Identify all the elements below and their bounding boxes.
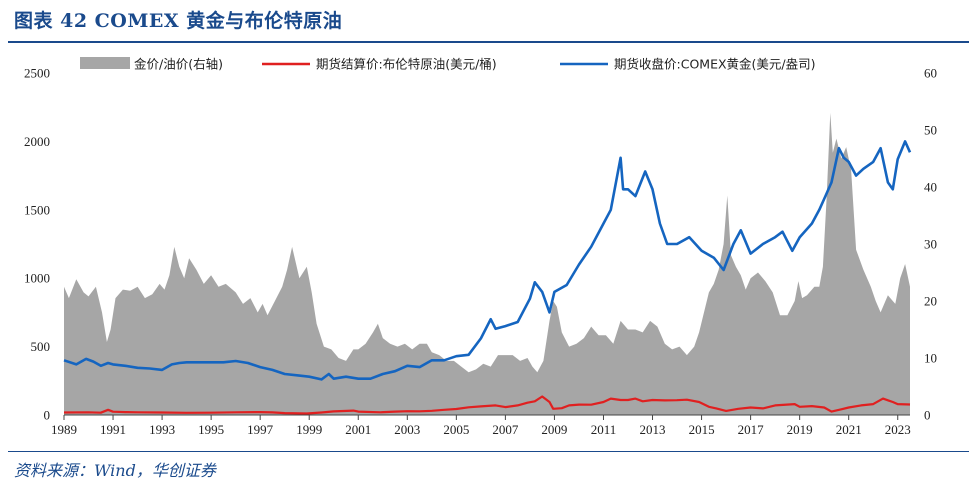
x-tick-label: 2021 — [836, 422, 862, 437]
x-tick-label: 1997 — [247, 422, 274, 437]
x-tick-label: 2011 — [591, 422, 617, 437]
x-tick-label: 2005 — [443, 422, 469, 437]
x-tick-label: 1991 — [100, 422, 126, 437]
x-tick-label: 2023 — [885, 422, 911, 437]
x-tick-label: 2003 — [394, 422, 420, 437]
y-right-tick-label: 20 — [924, 294, 937, 309]
y-left-tick-label: 1000 — [24, 271, 50, 286]
x-tick-label: 1995 — [198, 422, 224, 437]
legend: 金价/油价(右轴) 期货结算价:布伦特原油(美元/桶) 期货收盘价:COMEX黄金(… — [80, 57, 816, 72]
x-tick-label: 2015 — [689, 422, 715, 437]
x-tick-label: 2013 — [640, 422, 666, 437]
y-right-tick-label: 60 — [924, 66, 937, 81]
title-underline — [8, 41, 969, 43]
price-line-layer — [63, 140, 912, 415]
series-line-brent-oil — [63, 395, 911, 415]
y-left-tick-label: 1500 — [24, 202, 50, 217]
legend-swatch-ratio — [80, 57, 130, 69]
x-tick-label: 2007 — [492, 422, 519, 437]
legend-label: 金价/油价(右轴) — [134, 57, 223, 72]
source-note: 资料来源：Wind，华创证券 — [14, 461, 216, 480]
chart-title: 图表 42 COMEX 黄金与布伦特原油 — [14, 10, 343, 32]
y-right-tick-label: 50 — [924, 123, 937, 138]
legend-label: 期货结算价:布伦特原油(美元/桶) — [316, 57, 497, 72]
x-tick-label: 1993 — [149, 422, 175, 437]
x-tick-label: 1999 — [296, 422, 322, 437]
x-tick-label: 1989 — [51, 422, 77, 437]
x-tick-label: 2001 — [345, 422, 371, 437]
y-left-tick-label: 2500 — [24, 66, 50, 81]
y-left-tick-label: 500 — [31, 339, 51, 354]
series-line-comex-gold — [63, 140, 912, 381]
chart: 0 500 1000 1500 2000 2500 0 10 20 30 40 50 60 1989 199… — [24, 57, 937, 438]
y-right-tick-label: 10 — [924, 351, 937, 366]
x-tick-label: 2017 — [738, 422, 765, 437]
ratio-area-layer — [64, 112, 910, 416]
y-right-tick-label: 30 — [924, 237, 937, 252]
axes-layer: 0 500 1000 1500 2000 2500 0 10 20 30 40 50 60 1989 199… — [24, 66, 937, 438]
series-area-gold-oil-ratio — [64, 112, 910, 416]
y-right-tick-label: 40 — [924, 180, 937, 195]
y-left-tick-label: 0 — [44, 408, 51, 423]
source-rule — [8, 451, 969, 452]
y-right-tick-label: 0 — [924, 408, 931, 423]
x-tick-label: 2019 — [787, 422, 813, 437]
y-left-tick-label: 2000 — [24, 134, 50, 149]
legend-label: 期货收盘价:COMEX黄金(美元/盎司) — [614, 57, 816, 72]
x-tick-label: 2009 — [541, 422, 567, 437]
